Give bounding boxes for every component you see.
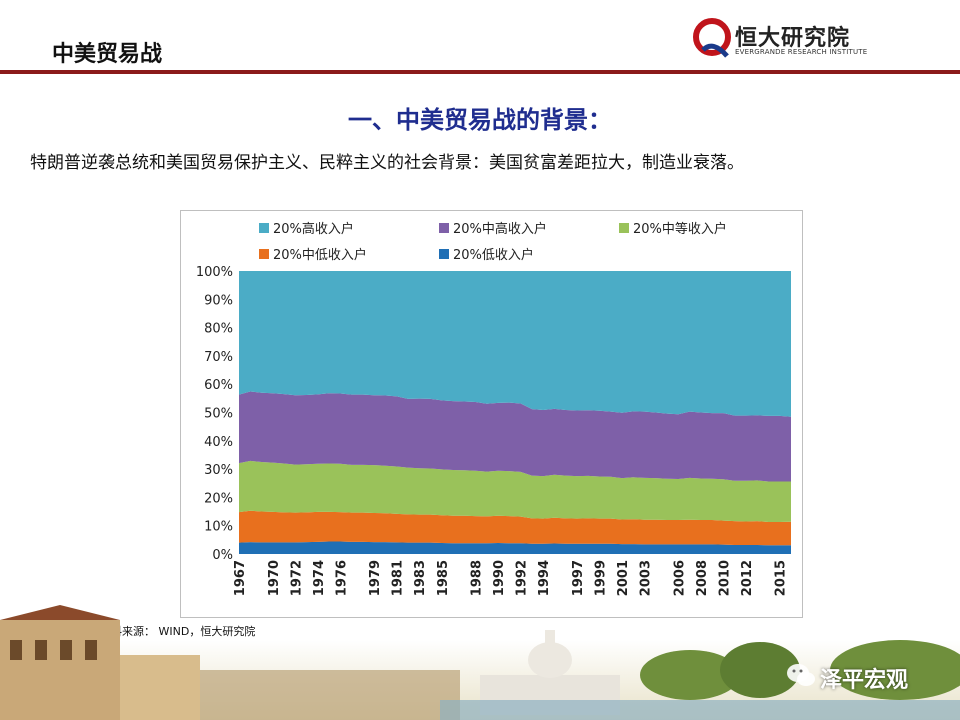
x-axis: 1967 1970 1972 1974 1976 1979 1981 1983 1985 1988… [233, 560, 789, 596]
x-tick-label: 1992 [515, 560, 530, 596]
evergrande-logo-icon [693, 18, 731, 58]
y-axis: 0% 10% 20% 30% 40% 50% 60% 70% 80% 90% 100% [196, 265, 233, 563]
legend-label: 20%高收入户 [273, 221, 354, 237]
legend-swatch [619, 223, 629, 233]
x-tick-label: 1981 [391, 560, 406, 596]
wechat-icon [787, 664, 815, 686]
legend-swatch [439, 249, 449, 259]
y-tick-label: 0% [212, 548, 233, 563]
logo-name-cn: 恒大研究院 [735, 26, 851, 51]
x-tick-label: 1983 [413, 560, 428, 596]
x-tick-label: 2010 [717, 560, 732, 596]
slide-header: 中美贸易战 恒大研究院 EVERGRANDE RESEARCH INSTITUT… [0, 0, 960, 76]
legend-label: 20%中低收入户 [273, 247, 367, 263]
x-tick-label: 2008 [695, 560, 710, 596]
x-tick-label: 1997 [571, 560, 586, 596]
header-title: 中美贸易战 [52, 42, 163, 67]
y-tick-label: 60% [204, 378, 233, 393]
x-tick-label: 1974 [312, 560, 327, 596]
y-tick-label: 90% [204, 293, 233, 308]
area-series-3 [239, 391, 791, 482]
x-tick-label: 1972 [289, 560, 304, 596]
chart-legend: 20%高收入户 20%中高收入户 20%中等收入户 20%中低收入户 20%低收入户 [259, 221, 727, 263]
legend-label: 20%低收入户 [453, 247, 534, 263]
x-tick-label: 1976 [334, 560, 349, 596]
legend-label: 20%中高收入户 [453, 221, 547, 237]
legend-swatch [439, 223, 449, 233]
area-series-0 [239, 541, 791, 554]
slide-subtitle: 特朗普逆袭总统和美国贸易保护主义、民粹主义的社会背景：美国贫富差距拉大，制造业衰… [30, 153, 744, 173]
chart-areas [239, 271, 791, 554]
area-series-4 [239, 271, 791, 417]
stacked-area-chart: 20%高收入户 20%中高收入户 20%中等收入户 20%中低收入户 20%低收入户 0… [196, 221, 791, 596]
x-tick-label: 2001 [616, 560, 631, 596]
y-tick-label: 20% [204, 491, 233, 506]
footer-scenery-image [0, 605, 960, 720]
y-tick-label: 30% [204, 463, 233, 478]
x-tick-label: 2006 [672, 560, 687, 596]
area-series-1 [239, 510, 791, 546]
area-series-2 [239, 460, 791, 523]
slide-heading: 一、中美贸易战的背景： [348, 106, 612, 134]
legend-swatch [259, 223, 269, 233]
x-tick-label: 1988 [470, 560, 485, 596]
legend-swatch [259, 249, 269, 259]
x-tick-label: 1967 [233, 560, 248, 596]
x-tick-label: 1994 [537, 560, 552, 596]
x-tick-label: 2003 [639, 560, 654, 596]
x-tick-label: 1985 [436, 560, 451, 596]
legend-label: 20%中等收入户 [633, 221, 727, 237]
header-divider [0, 70, 960, 74]
x-tick-label: 1970 [267, 560, 282, 596]
evergrande-logo: 恒大研究院 EVERGRANDE RESEARCH INSTITUTE [693, 18, 883, 60]
chart-frame: 20%高收入户 20%中高收入户 20%中等收入户 20%中低收入户 20%低收入户 0… [180, 210, 803, 618]
x-tick-label: 1999 [593, 560, 608, 596]
watermark-text: 泽平宏观 [820, 668, 909, 693]
y-tick-label: 50% [204, 407, 233, 422]
y-tick-label: 100% [196, 265, 233, 280]
x-tick-label: 1979 [368, 560, 383, 596]
y-tick-label: 40% [204, 435, 233, 450]
logo-name-en: EVERGRANDE RESEARCH INSTITUTE [735, 48, 868, 56]
y-tick-label: 10% [204, 520, 233, 535]
y-tick-label: 70% [204, 350, 233, 365]
x-tick-label: 2012 [740, 560, 755, 596]
x-tick-label: 1990 [492, 560, 507, 596]
source-note: 资料来源： WIND，恒大研究院 [100, 625, 256, 638]
y-tick-label: 80% [204, 322, 233, 337]
x-tick-label: 2015 [774, 560, 789, 596]
